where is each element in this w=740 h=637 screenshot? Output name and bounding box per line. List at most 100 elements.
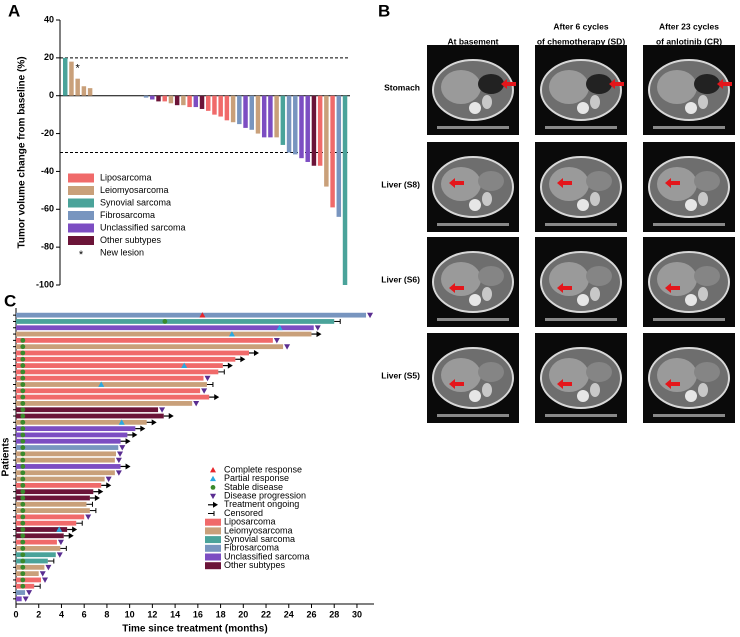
bar (249, 95, 254, 130)
marker (20, 564, 26, 570)
ct-spine (577, 102, 589, 114)
marker (20, 552, 26, 558)
bar (224, 95, 230, 121)
marker (93, 488, 104, 495)
swim-bar (16, 482, 102, 488)
marker (86, 501, 93, 507)
marker (208, 501, 218, 508)
ct-table (653, 414, 725, 417)
marker (334, 318, 341, 324)
marker (159, 407, 166, 413)
legend-swatch (68, 236, 94, 245)
arrow-head (98, 488, 104, 495)
legend-swatch (68, 211, 94, 220)
marker (210, 485, 216, 490)
marker (273, 337, 280, 344)
row-label: Liver (S5) (381, 370, 420, 380)
ct-kidney (590, 95, 600, 109)
x-tick-label: 28 (329, 609, 339, 619)
y-tick-label: -40 (41, 166, 54, 176)
marker (20, 577, 26, 583)
marker (76, 520, 83, 526)
swim-bar (16, 426, 136, 432)
ct-image (643, 333, 735, 423)
bar (212, 95, 217, 115)
bar (317, 95, 323, 166)
ct-organ (694, 74, 720, 94)
marker (60, 545, 67, 551)
swim-bar (16, 363, 223, 368)
marker (235, 356, 246, 363)
x-tick-label: 6 (82, 609, 87, 619)
legend-label: Other subtypes (224, 560, 286, 570)
legend-label: Leiomyosarcoma (100, 185, 169, 195)
ct-image (643, 142, 735, 232)
bar (69, 61, 74, 96)
marker (20, 482, 26, 488)
marker (20, 350, 26, 356)
legend-swatch (68, 198, 94, 208)
panel-label: B (378, 1, 390, 20)
ct-image (427, 237, 519, 327)
y-tick-label: -20 (41, 128, 54, 138)
ct-kidney (698, 95, 708, 109)
ct-spine (685, 294, 697, 306)
ct-table (437, 126, 509, 129)
bar (143, 95, 149, 98)
marker (163, 413, 174, 420)
row-label: Liver (S8) (381, 179, 420, 189)
x-tick-label: 16 (193, 609, 203, 619)
swim-bar (16, 344, 284, 350)
ct-arrow (557, 379, 572, 389)
legend-swatch (68, 173, 94, 183)
x-tick-label: 14 (170, 609, 180, 619)
marker (119, 445, 126, 451)
ct-table (545, 126, 617, 129)
marker (20, 527, 26, 532)
arrow-head (213, 501, 218, 508)
column-header: of anlotinib (CR) (656, 36, 722, 46)
ct-image (643, 45, 735, 135)
row-label: Stomach (384, 82, 420, 92)
arrow-head (214, 394, 220, 401)
arrow-head (125, 438, 131, 445)
panel-label: A (8, 1, 20, 20)
swim-bar (16, 331, 312, 337)
marker (20, 571, 26, 577)
legend-swatch (205, 527, 221, 535)
swim-bar (16, 520, 77, 526)
legend-label: Fibrosarcoma (100, 210, 155, 220)
ct-kidney (482, 383, 492, 397)
bar (305, 95, 310, 162)
ct-spine (685, 390, 697, 402)
swim-bar (16, 375, 204, 381)
swim-bar (16, 438, 121, 444)
x-tick-label: 10 (125, 609, 135, 619)
ct-kidney (482, 95, 492, 109)
marker (193, 401, 200, 407)
bar (311, 95, 317, 166)
marker (276, 324, 283, 331)
arrow-head (125, 463, 131, 470)
marker (162, 319, 168, 324)
panel-label: C (4, 291, 16, 310)
marker (181, 362, 188, 368)
y-tick-label: -80 (41, 242, 54, 252)
bar (63, 57, 68, 96)
marker (120, 463, 131, 470)
x-tick-label: 2 (36, 609, 41, 619)
bar (193, 95, 199, 108)
arrow-head (132, 431, 138, 438)
x-tick-label: 30 (352, 609, 362, 619)
marker (20, 495, 26, 501)
ct-image (427, 333, 519, 423)
marker (56, 552, 63, 558)
swim-bar (16, 527, 68, 532)
ct-arrow (449, 379, 464, 389)
swim-bar (16, 350, 249, 356)
marker (20, 363, 26, 368)
marker (57, 539, 64, 546)
marker (20, 464, 26, 469)
bar (255, 95, 261, 134)
y-tick-label: -60 (41, 204, 54, 214)
